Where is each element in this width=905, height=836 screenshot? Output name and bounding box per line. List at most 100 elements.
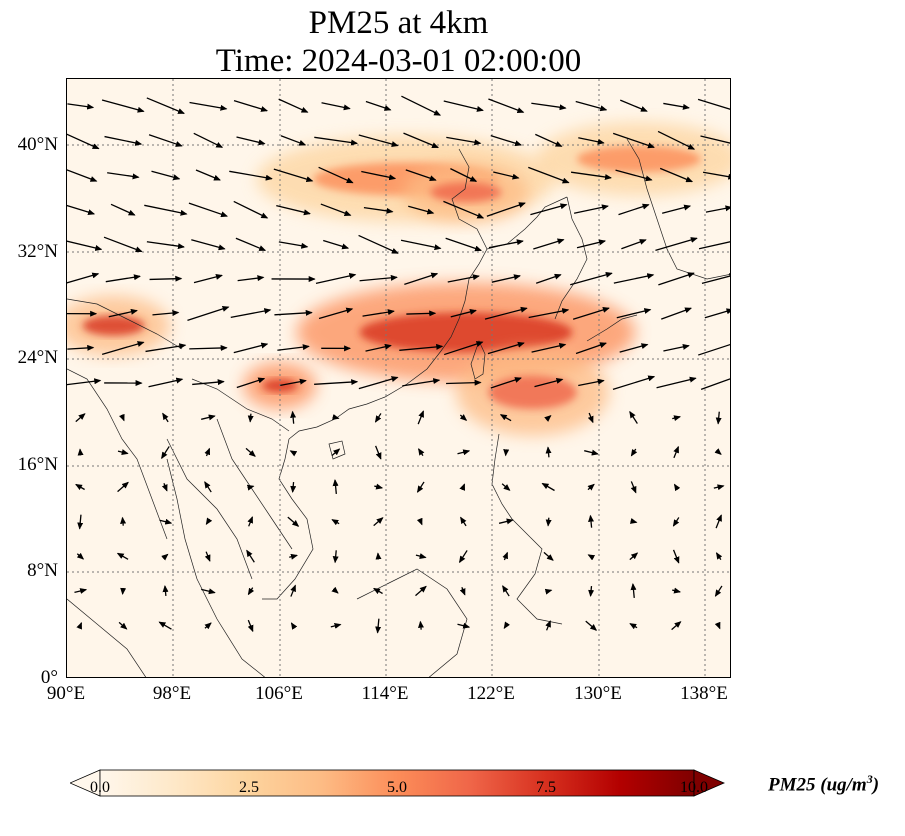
lon-label-114: 114°E xyxy=(361,683,409,704)
coastline-myanmar xyxy=(67,368,168,540)
wind-arrow xyxy=(144,204,188,216)
wind-arrow xyxy=(672,415,681,422)
wind-arrow xyxy=(701,273,730,284)
wind-arrow xyxy=(418,448,425,457)
wind-arrow xyxy=(587,483,595,491)
wind-arrow xyxy=(101,99,145,113)
wind-arrow xyxy=(67,103,95,110)
wind-arrow xyxy=(117,449,129,456)
wind-arrow xyxy=(321,102,351,111)
wind-arrow xyxy=(148,377,184,388)
wind-arrow xyxy=(405,169,437,182)
wind-arrow xyxy=(375,445,382,460)
wind-arrow xyxy=(417,620,424,630)
wind-arrow xyxy=(545,620,551,631)
wind-arrow xyxy=(188,202,228,218)
wind-arrow xyxy=(358,234,399,254)
wind-arrow xyxy=(503,449,510,457)
wind-arrow xyxy=(576,239,607,249)
chart-subtitle-time: Time: 2024-03-01 02:00:00 xyxy=(215,43,582,79)
wind-arrow xyxy=(67,240,103,251)
colorbar-tick-7-5: 7.5 xyxy=(536,779,556,796)
wind-arrow xyxy=(459,483,466,491)
lat-label-8: 8°N xyxy=(27,560,58,581)
wind-arrow xyxy=(630,481,637,494)
wind-arrow xyxy=(714,621,721,630)
wind-arrow xyxy=(247,619,254,633)
coastline-japan xyxy=(626,138,730,280)
coastline-korea xyxy=(554,196,588,320)
wind-arrow xyxy=(280,378,307,387)
wind-arrow xyxy=(615,169,653,182)
coastline-kyushu xyxy=(586,314,638,342)
wind-arrow xyxy=(460,516,467,527)
coastline-sumatra xyxy=(67,598,147,677)
wind-arrow xyxy=(151,170,181,181)
wind-arrow xyxy=(491,274,521,283)
wind-arrow xyxy=(236,136,266,146)
wind-arrow xyxy=(233,99,269,112)
wind-arrow xyxy=(585,620,598,631)
colorbar-gradient xyxy=(99,769,695,797)
wind-arrow xyxy=(314,136,359,146)
wind-arrow xyxy=(193,132,224,148)
wind-arrow xyxy=(399,343,444,351)
wind-arrow xyxy=(415,553,427,560)
wind-arrow xyxy=(578,137,605,145)
wind-arrow xyxy=(655,237,698,252)
colorbar-label: PM25 (ug/m3) xyxy=(768,772,879,796)
wind-arrow xyxy=(365,100,392,111)
wind-arrow xyxy=(544,415,552,422)
wind-arrow xyxy=(658,272,695,286)
wind-arrow xyxy=(247,413,254,423)
wind-arrow xyxy=(161,553,169,561)
wind-arrow xyxy=(621,239,647,250)
colorbar-svg xyxy=(68,769,726,797)
wind-arrow xyxy=(75,413,86,423)
wind-arrow xyxy=(629,518,638,524)
wind-arrow xyxy=(663,343,690,352)
plume-core-4 xyxy=(488,375,577,410)
wind-arrow xyxy=(498,518,514,525)
colorbar xyxy=(68,768,726,798)
wind-arrow xyxy=(535,273,562,284)
border-thailand xyxy=(166,438,253,580)
wind-arrow xyxy=(375,552,382,560)
coastline-mindanao xyxy=(511,518,563,625)
wind-arrow xyxy=(545,517,552,527)
wind-arrow xyxy=(629,623,638,630)
wind-arrow xyxy=(661,307,692,320)
wind-arrow xyxy=(486,202,526,217)
coastline-layer xyxy=(67,138,730,677)
wind-arrow xyxy=(404,272,439,285)
wind-arrow xyxy=(204,447,211,457)
wind-arrow xyxy=(289,450,298,457)
colorbar-label-superscript: 3 xyxy=(866,772,873,786)
wind-arrow xyxy=(289,553,298,560)
wind-arrow xyxy=(488,239,524,249)
wind-arrow xyxy=(630,583,637,599)
wind-arrow xyxy=(531,102,567,111)
border-china-vietnam xyxy=(191,378,290,432)
wind-arrow xyxy=(359,274,398,282)
wind-arrow xyxy=(612,132,655,149)
wind-arrow xyxy=(280,135,307,146)
wind-arrow xyxy=(587,412,594,424)
wind-arrow xyxy=(450,168,478,182)
wind-arrow xyxy=(656,376,697,389)
wind-arrow xyxy=(76,552,85,560)
wind-arrow xyxy=(331,448,341,457)
wind-arrow xyxy=(318,166,354,184)
wind-arrow xyxy=(618,203,650,216)
wind-arrow xyxy=(530,203,568,216)
wind-arrow xyxy=(447,274,480,283)
wind-arrow xyxy=(101,341,145,355)
wind-arrow xyxy=(290,481,297,493)
wind-arrow xyxy=(629,410,638,424)
wind-arrow xyxy=(630,448,638,457)
wind-arrow xyxy=(192,379,225,386)
wind-arrow xyxy=(159,518,173,525)
wind-arrow xyxy=(332,414,340,420)
plume-core-5 xyxy=(82,315,145,336)
wind-arrow xyxy=(416,481,425,493)
